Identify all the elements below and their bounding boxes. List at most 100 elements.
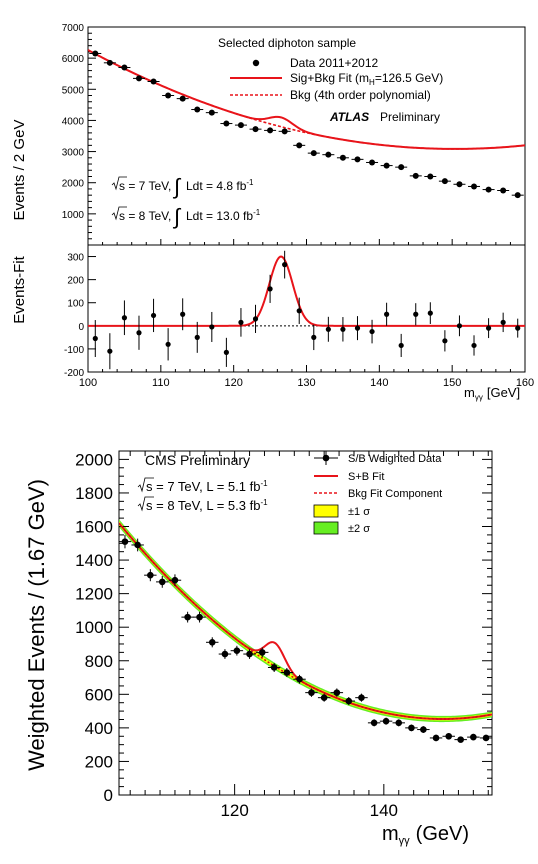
- cms-energy-label-8tev: s = 8 TeV, L = 5.3 fb-1: [137, 496, 268, 513]
- atlas-ratio-point: [282, 262, 288, 268]
- atlas-ratio-point: [515, 325, 521, 331]
- atlas-data-point: [456, 181, 463, 188]
- integral-sign: ∫: [172, 174, 182, 199]
- atlas-ratio-point: [267, 286, 273, 292]
- atlas-data-point: [339, 154, 346, 161]
- cms-energy-8tev: s = 8 TeV, L = 5.3 fb-1: [146, 498, 268, 513]
- cms-data-point: [408, 724, 415, 732]
- cms-frame: [118, 450, 493, 796]
- atlas-ratio-y-tick-label: 100: [67, 299, 84, 310]
- atlas-data-point: [427, 173, 434, 180]
- atlas-data-point: [252, 126, 259, 133]
- cms-data-point: [258, 649, 266, 656]
- atlas-title: Selected diphoton sample: [218, 36, 356, 50]
- cms-data-point: [196, 613, 203, 621]
- atlas-data-point: [354, 156, 361, 163]
- atlas-energy-8tev-lumi-text: Ldt = 13.0 fb: [186, 209, 253, 223]
- atlas-y-axis-title: Events / 2 GeV: [11, 120, 28, 221]
- cms-data-point: [121, 538, 129, 545]
- atlas-energy-label-8tev: s = 8 TeV, ∫ Ldt = 13.0 fb-1: [111, 204, 261, 229]
- atlas-y-tick-label: 1000: [62, 210, 85, 221]
- atlas-x-tick-label: 110: [152, 377, 170, 389]
- atlas-ratio-curves: [88, 255, 525, 327]
- atlas-data-point: [165, 92, 172, 99]
- atlas-legend-fit-label: Sig+Bkg Fit (mH=126.5 GeV): [290, 71, 443, 87]
- atlas-x-tick-label: 150: [443, 377, 461, 389]
- atlas-data-point: [412, 172, 419, 179]
- atlas-x-axis-title: mγγ [GeV]: [464, 385, 520, 402]
- atlas-data-point: [441, 178, 448, 185]
- cms-y-tick-label: 400: [85, 719, 113, 738]
- cms-axis-ticks: 0 200 400 600 800 1000 1200 1400 1600 1800 2000 120…: [75, 450, 492, 820]
- cms-energy-8tev-sup: -1: [260, 498, 268, 507]
- atlas-y-tick-label: 4000: [62, 116, 85, 127]
- atlas-energy-8tev-prefix: s = 8 TeV,: [119, 209, 171, 223]
- sqrt-sign: [137, 496, 154, 512]
- cms-y-axis-title: Weighted Events / (1.67 GeV): [24, 479, 49, 771]
- atlas-data-point: [267, 127, 274, 134]
- atlas-data-point: [150, 78, 157, 85]
- atlas-x-axis-sub: γγ: [475, 393, 483, 402]
- atlas-ratio-point: [92, 335, 98, 342]
- atlas-data-point: [500, 187, 507, 194]
- cms-legend-data-marker: [322, 454, 330, 462]
- atlas-energy-7tev-prefix: s = 7 TeV,: [119, 179, 171, 193]
- sqrt-sign: [111, 176, 127, 191]
- atlas-data-point: [325, 151, 332, 158]
- cms-x-axis-unit: (GeV): [416, 823, 469, 845]
- atlas-legend-bkg-label: Bkg (4th order polynomial): [290, 88, 431, 102]
- cms-data-point: [283, 669, 291, 676]
- atlas-ratio-point: [485, 325, 492, 331]
- atlas-ratio-signal-curve: [88, 255, 525, 327]
- atlas-data-points: [89, 50, 524, 199]
- atlas-y-tick-label: 2000: [62, 179, 85, 190]
- cms-data-point: [382, 717, 390, 725]
- atlas-x-axis-m: m: [464, 385, 475, 400]
- atlas-legend-marker: [252, 59, 260, 67]
- cms-data-point: [233, 647, 241, 654]
- atlas-ratio-point: [223, 349, 229, 355]
- atlas-data-point: [135, 75, 142, 82]
- atlas-y-tick-label: 5000: [62, 85, 85, 96]
- cms-data-point: [158, 578, 166, 586]
- atlas-legend-fit-tail: =126.5 GeV): [375, 71, 443, 85]
- atlas-energy-8tev-lumi: Ldt = 13.0 fb-1: [186, 208, 261, 223]
- cms-data-point: [470, 733, 477, 741]
- atlas-axis-ticks: 100 110 120 130 140 150 1601000200030004000500…: [62, 23, 534, 389]
- atlas-ratio-point: [165, 341, 171, 347]
- cms-fit-curves: [119, 522, 492, 720]
- atlas-y-tick-label: 3000: [62, 148, 85, 159]
- atlas-data-point: [92, 50, 99, 57]
- atlas-ratio-point: [252, 316, 259, 322]
- atlas-ratio-point: [384, 311, 390, 317]
- atlas-ratio-point: [121, 315, 128, 321]
- atlas-x-tick-label: 100: [79, 377, 97, 389]
- atlas-experiment-label: ATLAS: [329, 110, 369, 124]
- atlas-ratio-point: [238, 319, 244, 325]
- atlas-fit-curves: [88, 49, 525, 150]
- cms-x-axis-m: m: [382, 823, 399, 845]
- atlas-fit-curve: [88, 49, 525, 150]
- cms-data-point: [420, 726, 427, 733]
- atlas-x-axis-unit: [GeV]: [487, 385, 520, 400]
- atlas-ratio-point: [442, 338, 448, 344]
- atlas-x-tick-label: 140: [370, 377, 388, 389]
- atlas-ratio-point: [311, 334, 317, 340]
- cms-y-tick-label: 600: [85, 685, 113, 704]
- atlas-x-tick-label: 120: [224, 377, 242, 389]
- atlas-panel: Events / 2 GeV Events-Fit 100 110 120 130 14…: [11, 23, 534, 402]
- cms-data-point: [246, 650, 253, 658]
- cms-legend: S/B Weighted Data S+B Fit Bkg Fit Compon…: [313, 451, 442, 535]
- cms-energy-7tev: s = 7 TeV, L = 5.1 fb-1: [146, 479, 268, 494]
- atlas-energy-7tev-lumi-text: Ldt = 4.8 fb: [186, 179, 247, 193]
- atlas-x-tick-label: 160: [516, 377, 534, 389]
- cms-data-point: [296, 675, 303, 683]
- cms-legend-data-label: S/B Weighted Data: [348, 453, 442, 465]
- atlas-data-point: [383, 162, 390, 169]
- atlas-y-tick-label: 6000: [62, 54, 85, 65]
- atlas-data-point: [223, 120, 230, 127]
- cms-legend-bkg-label: Bkg Fit Component: [348, 488, 442, 500]
- atlas-energy-label-7tev: s = 7 TeV, ∫ Ldt = 4.8 fb-1: [111, 174, 254, 199]
- atlas-data-point: [194, 106, 201, 113]
- atlas-data-point: [514, 192, 521, 199]
